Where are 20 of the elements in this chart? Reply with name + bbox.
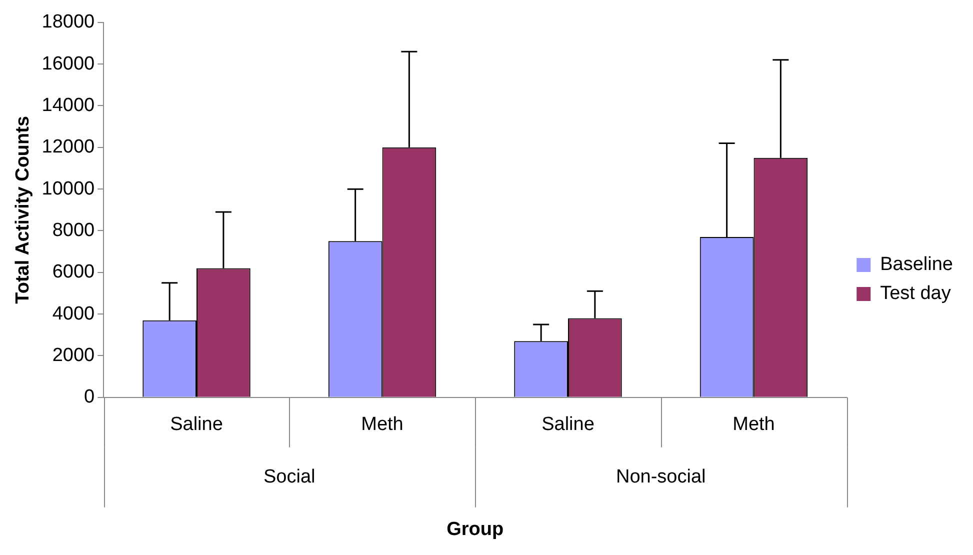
y-tick-label: 18000 — [42, 12, 95, 33]
y-tick-label: 14000 — [42, 94, 95, 116]
x-tick-label: Meth — [361, 414, 404, 436]
y-tick-label: 12000 — [42, 136, 95, 158]
y-tick-label: 16000 — [42, 53, 95, 74]
y-tick-label: 10000 — [42, 178, 95, 200]
y-tick-label: 0 — [84, 386, 95, 408]
x-tick-label: Saline — [542, 414, 594, 436]
x-tick-label: Saline — [170, 414, 223, 436]
legend-label: Test day — [880, 283, 952, 304]
y-axis-title: Total Activity Counts — [12, 116, 34, 304]
legend-label: Baseline — [880, 254, 954, 276]
y-tick-label: 8000 — [52, 220, 95, 241]
y-tick-label: 6000 — [52, 262, 95, 283]
y-tick-label: 4000 — [52, 303, 95, 324]
x-axis-title: Group — [446, 518, 504, 540]
text: Non-social — [616, 466, 706, 488]
x-tick-label: Meth — [732, 414, 775, 436]
text: Social — [264, 466, 316, 488]
y-tick-label: 2000 — [52, 344, 95, 366]
